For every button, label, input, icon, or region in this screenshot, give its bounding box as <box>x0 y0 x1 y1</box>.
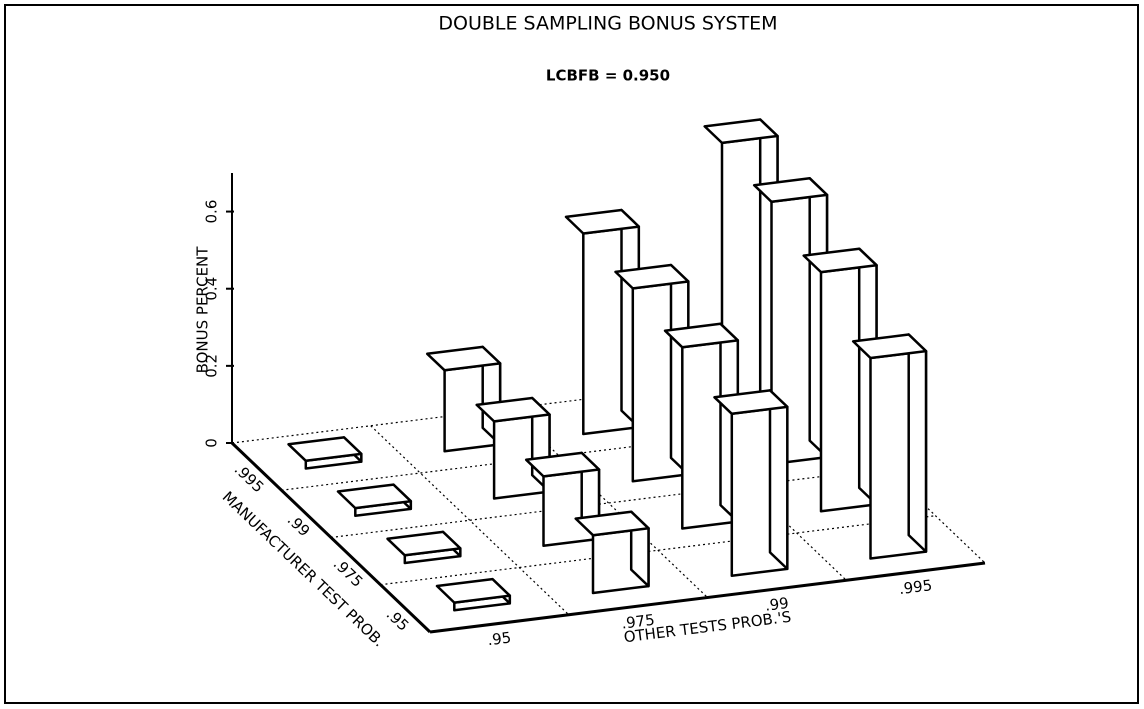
bar <box>475 396 551 500</box>
grid-line <box>370 425 570 616</box>
grid-line <box>380 515 936 586</box>
z-tick-label: 0.2 <box>203 354 221 378</box>
bar <box>287 436 363 470</box>
bar-top <box>614 263 690 290</box>
bar <box>663 322 740 530</box>
y-tick-label: .995 <box>231 460 268 496</box>
bar-top <box>425 345 502 372</box>
z-tick-label: 0.4 <box>203 277 221 301</box>
bar-top <box>386 530 462 557</box>
bar <box>564 208 641 436</box>
bar <box>713 389 789 578</box>
axis-line <box>429 561 986 634</box>
bar-top <box>564 208 641 235</box>
z-tick-label: 0.6 <box>203 200 221 224</box>
bar <box>574 510 650 595</box>
bar <box>435 577 512 612</box>
bar <box>425 345 502 453</box>
bar <box>336 483 413 518</box>
bar-top <box>752 177 829 204</box>
bar-top <box>435 577 512 604</box>
chart-subtitle: LCBFB = 0.950 <box>546 67 670 85</box>
bar-top <box>851 333 928 360</box>
bar-side <box>768 389 789 571</box>
x-tick-label: .99 <box>764 594 790 615</box>
bar-top <box>574 510 650 537</box>
z-axis-label: BONUS PERCENT <box>194 246 212 374</box>
bar-top <box>663 322 740 349</box>
bar-top <box>713 389 789 416</box>
chart-title: DOUBLE SAMPLING BONUS SYSTEM <box>438 13 777 35</box>
x-tick-label: .995 <box>898 576 933 598</box>
bar <box>386 530 462 565</box>
z-tick-label: 0 <box>203 438 221 448</box>
bar <box>802 247 878 513</box>
bar-top <box>524 451 601 478</box>
x-tick-label: .975 <box>620 611 655 633</box>
bar-side <box>907 333 928 553</box>
x-tick-label: .95 <box>486 628 512 649</box>
bar-top <box>287 436 363 463</box>
bar <box>851 333 928 560</box>
bar-top <box>475 396 551 423</box>
bar-top <box>802 247 878 274</box>
bar-top <box>703 118 779 145</box>
grid-line <box>330 467 887 539</box>
frame <box>4 4 1139 704</box>
y-tick-label: .975 <box>330 555 367 591</box>
bar-top <box>336 483 413 510</box>
